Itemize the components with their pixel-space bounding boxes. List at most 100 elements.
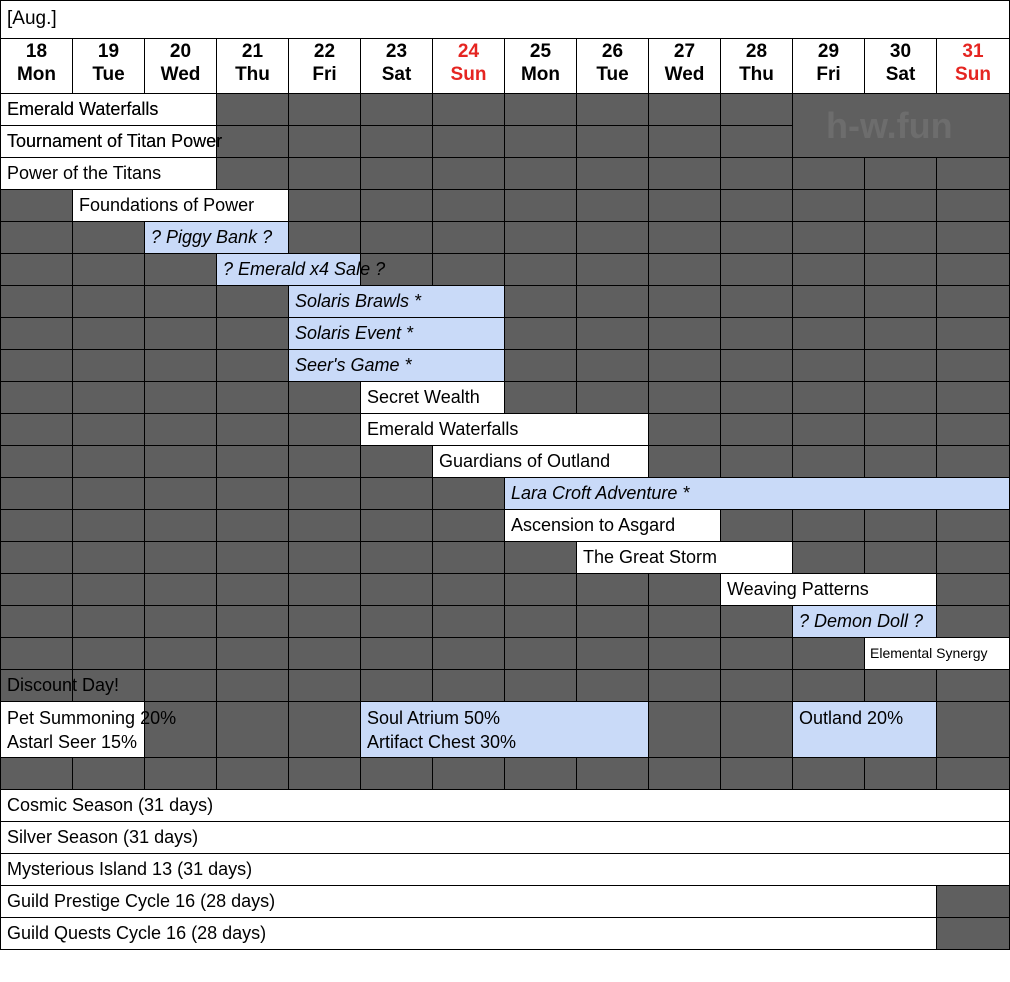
event-bar[interactable]: Emerald Waterfalls xyxy=(360,413,649,446)
calendar-cell xyxy=(648,573,721,606)
calendar-cell xyxy=(576,253,649,286)
event-bar[interactable]: Solaris Brawls * xyxy=(288,285,505,318)
day-header: 22 Fri xyxy=(288,38,361,94)
day-number: 22 xyxy=(313,41,336,62)
season-bar[interactable]: Guild Prestige Cycle 16 (28 days) xyxy=(0,885,937,918)
calendar-cell xyxy=(144,477,217,510)
event-bar[interactable]: Secret Wealth xyxy=(360,381,505,414)
season-bar[interactable]: Silver Season (31 days) xyxy=(0,821,1010,854)
day-header: 26 Tue xyxy=(576,38,649,94)
calendar-cell xyxy=(0,757,73,790)
season-bar[interactable]: Mysterious Island 13 (31 days) xyxy=(0,853,1010,886)
calendar-cell xyxy=(720,221,793,254)
calendar-cell xyxy=(648,669,721,702)
event-bar[interactable]: Tournament of Titan Power xyxy=(0,125,222,158)
calendar-cell xyxy=(576,285,649,318)
event-bar[interactable]: Power of the Titans xyxy=(0,157,217,190)
calendar-cell xyxy=(936,669,1010,702)
calendar-cell xyxy=(0,605,73,638)
event-bar[interactable]: Elemental Synergy xyxy=(864,637,1010,670)
calendar-cell xyxy=(720,509,793,542)
calendar-cell xyxy=(216,93,289,126)
calendar-cell xyxy=(936,413,1010,446)
calendar-cell xyxy=(72,285,145,318)
calendar-cell xyxy=(0,221,73,254)
day-of-week: Tue xyxy=(92,64,125,85)
calendar-cell xyxy=(360,509,433,542)
calendar-cell xyxy=(936,445,1010,478)
calendar-cell xyxy=(0,189,73,222)
calendar-cell xyxy=(936,701,1010,758)
event-overflow-label: Tournament of Titan Power xyxy=(7,131,223,151)
calendar-cell xyxy=(792,285,865,318)
event-bar[interactable]: ? Emerald x4 Sale ? xyxy=(216,253,385,286)
calendar-cell xyxy=(864,253,937,286)
calendar-cell xyxy=(216,445,289,478)
calendar-cell xyxy=(576,605,649,638)
discount-block[interactable]: Outland 20% xyxy=(792,701,937,758)
calendar-cell xyxy=(648,157,721,190)
event-bar[interactable]: Solaris Event * xyxy=(288,317,505,350)
calendar-cell xyxy=(864,221,937,254)
discount-block[interactable]: Soul Atrium 50% Artifact Chest 30% xyxy=(360,701,649,758)
calendar-cell xyxy=(936,157,1010,190)
calendar-cell xyxy=(72,573,145,606)
calendar-cell xyxy=(288,509,361,542)
calendar-cell xyxy=(504,157,577,190)
event-bar[interactable]: ? Demon Doll ? xyxy=(792,605,937,638)
calendar-cell xyxy=(144,349,217,382)
calendar-cell xyxy=(504,541,577,574)
calendar-cell xyxy=(720,381,793,414)
day-header: 28 Thu xyxy=(720,38,793,94)
calendar-cell xyxy=(216,605,289,638)
calendar-cell xyxy=(72,477,145,510)
calendar-cell xyxy=(432,477,505,510)
day-number: 19 xyxy=(97,41,120,62)
calendar-cell xyxy=(720,637,793,670)
event-bar[interactable]: Seer's Game * xyxy=(288,349,505,382)
event-bar[interactable]: Weaving Patterns xyxy=(720,573,937,606)
calendar-cell xyxy=(720,669,793,702)
calendar-cell xyxy=(792,349,865,382)
calendar-cell xyxy=(864,157,937,190)
calendar-cell xyxy=(216,541,289,574)
calendar-cell xyxy=(576,669,649,702)
calendar-cell xyxy=(216,157,289,190)
discount-line: Astarl Seer 15% xyxy=(7,732,138,752)
calendar-cell xyxy=(720,93,793,126)
calendar-cell xyxy=(504,285,577,318)
season-bar[interactable]: Guild Quests Cycle 16 (28 days) xyxy=(0,917,937,950)
day-of-week: Thu xyxy=(235,64,270,85)
calendar-cell xyxy=(144,573,217,606)
calendar-cell xyxy=(504,669,577,702)
calendar-cell xyxy=(576,349,649,382)
calendar-cell xyxy=(0,509,73,542)
calendar-cell xyxy=(576,381,649,414)
calendar-cell xyxy=(216,317,289,350)
discount-line: Artifact Chest 30% xyxy=(367,732,517,752)
event-bar[interactable]: Guardians of Outland xyxy=(432,445,649,478)
event-bar[interactable]: Foundations of Power xyxy=(72,189,289,222)
calendar-cell xyxy=(288,93,361,126)
event-bar[interactable]: Lara Croft Adventure * xyxy=(504,477,1010,510)
day-number: 28 xyxy=(745,41,768,62)
calendar-cell xyxy=(792,541,865,574)
season-bar[interactable]: Cosmic Season (31 days) xyxy=(0,789,1010,822)
calendar-cell xyxy=(360,125,433,158)
event-bar[interactable]: ? Piggy Bank ? xyxy=(144,221,289,254)
calendar-cell xyxy=(648,381,721,414)
calendar-cell xyxy=(936,221,1010,254)
event-bar[interactable]: Emerald Waterfalls xyxy=(0,93,217,126)
calendar-cell xyxy=(792,445,865,478)
day-header: 31 Sun xyxy=(936,38,1010,94)
calendar-cell xyxy=(504,637,577,670)
calendar-cell xyxy=(288,221,361,254)
calendar-cell xyxy=(576,93,649,126)
event-bar[interactable]: Ascension to Asgard xyxy=(504,509,721,542)
calendar-cell xyxy=(576,157,649,190)
event-bar[interactable]: The Great Storm xyxy=(576,541,793,574)
calendar-cell xyxy=(936,285,1010,318)
calendar-cell xyxy=(360,637,433,670)
discount-block[interactable]: Pet Summoning 20% Astarl Seer 15% xyxy=(0,701,176,758)
calendar-cell xyxy=(288,573,361,606)
